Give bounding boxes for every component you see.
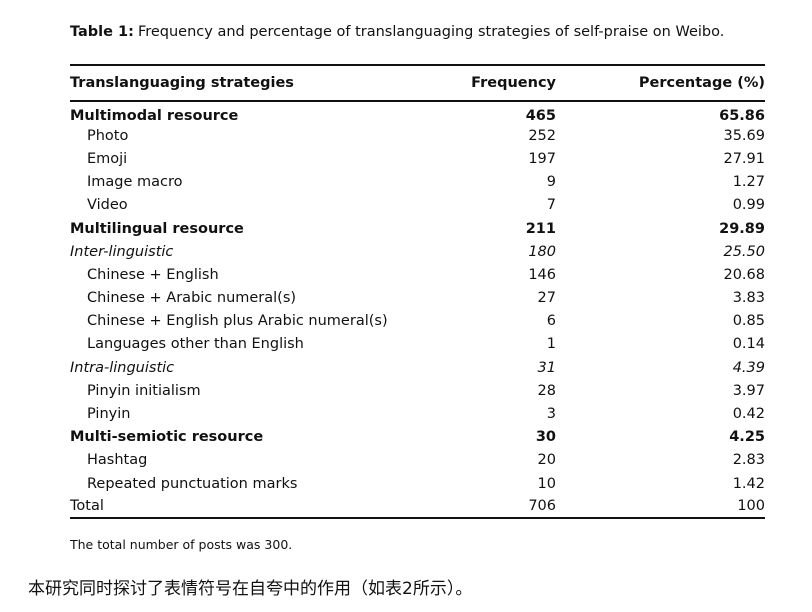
table-row: Image macro 9 1.27 xyxy=(70,171,765,194)
header-cell: Translanguaging strategies xyxy=(70,75,294,91)
percentage-cell: 0.14 xyxy=(732,336,765,353)
table-row: Video 7 0.99 xyxy=(70,194,765,217)
strategy-cell: Pinyin initialism xyxy=(87,382,201,399)
data-table: Translanguaging strategies Frequency Per… xyxy=(70,64,765,519)
percentage-cell: 27.91 xyxy=(723,150,765,167)
frequency-cell: 465 xyxy=(525,108,556,125)
percentage-cell: 35.69 xyxy=(723,127,765,144)
strategy-cell: Multimodal resource xyxy=(70,108,239,125)
table-row: Pinyin 3 0.42 xyxy=(70,402,765,425)
table-row: Inter-linguistic 180 25.50 xyxy=(70,240,765,263)
strategy-cell: Photo xyxy=(87,127,129,144)
frequency-cell: 28 xyxy=(537,382,556,399)
percentage-cell: 0.85 xyxy=(732,313,765,330)
frequency-cell: 252 xyxy=(528,127,556,144)
percentage-cell: 25.50 xyxy=(723,243,765,260)
table-row: Chinese + English plus Arabic numeral(s)… xyxy=(70,310,765,333)
frequency-cell: 9 xyxy=(546,174,556,191)
table-row: Hashtag 20 2.83 xyxy=(70,449,765,472)
table-row: Languages other than English 1 0.14 xyxy=(70,333,765,356)
strategy-cell: Inter-linguistic xyxy=(70,243,174,260)
frequency-cell: 30 xyxy=(535,429,556,446)
percentage-cell: 100 xyxy=(737,498,765,515)
strategy-cell: Multi-semiotic resource xyxy=(70,429,264,446)
table-row: Photo 252 35.69 xyxy=(70,124,765,147)
table-row: Repeated punctuation marks 10 1.42 xyxy=(70,472,765,495)
strategy-cell: Languages other than English xyxy=(87,336,304,353)
percentage-cell: 3.83 xyxy=(732,290,765,307)
percentage-cell: 2.83 xyxy=(732,452,765,469)
table-header: Translanguaging strategies Frequency Per… xyxy=(70,65,765,101)
table-label: Table 1: xyxy=(70,24,134,40)
table-row: Multilingual resource 211 29.89 xyxy=(70,217,765,240)
frequency-cell: 31 xyxy=(537,359,556,376)
table-row: Total 706 100 xyxy=(70,495,765,519)
percentage-cell: 0.99 xyxy=(732,197,765,214)
percentage-cell: 1.27 xyxy=(732,174,765,191)
strategy-cell: Chinese + English plus Arabic numeral(s) xyxy=(87,313,388,330)
percentage-cell: 4.25 xyxy=(729,429,765,446)
strategy-cell: Repeated punctuation marks xyxy=(87,475,298,492)
frequency-cell: 10 xyxy=(537,475,556,492)
percentage-cell: 20.68 xyxy=(723,266,765,283)
strategy-cell: Hashtag xyxy=(87,452,148,469)
table-row: Chinese + Arabic numeral(s) 27 3.83 xyxy=(70,287,765,310)
frequency-cell: 197 xyxy=(528,150,556,167)
table-note: The total number of posts was 300. xyxy=(70,537,293,552)
percentage-cell: 1.42 xyxy=(732,475,765,492)
frequency-cell: 7 xyxy=(546,197,556,214)
table-row: Multi-semiotic resource 30 4.25 xyxy=(70,426,765,449)
percentage-cell: 29.89 xyxy=(719,220,765,237)
header-cell: Frequency xyxy=(471,75,556,91)
strategy-cell: Multilingual resource xyxy=(70,220,244,237)
table-row: Chinese + English 146 20.68 xyxy=(70,263,765,286)
frequency-cell: 211 xyxy=(525,220,556,237)
strategy-cell: Chinese + Arabic numeral(s) xyxy=(87,290,297,307)
table-row: Pinyin initialism 28 3.97 xyxy=(70,379,765,402)
frequency-cell: 1 xyxy=(546,336,556,353)
strategy-cell: Emoji xyxy=(87,150,128,167)
body-text: 本研究同时探讨了表情符号在自夸中的作用（如表2所示）。 xyxy=(28,579,473,599)
strategy-cell: Image macro xyxy=(87,174,183,191)
strategy-cell: Total xyxy=(70,498,104,515)
caption-text: Frequency and percentage of translanguag… xyxy=(137,24,725,40)
table-body: Multimodal resource 465 65.86 Photo 252 35.69… xyxy=(70,101,765,519)
frequency-cell: 6 xyxy=(546,313,556,330)
header-row: Translanguaging strategies Frequency Per… xyxy=(70,65,765,101)
strategy-cell: Intra-linguistic xyxy=(70,359,175,376)
strategy-cell: Video xyxy=(87,197,128,214)
frequency-cell: 180 xyxy=(528,243,556,260)
strategy-cell: Pinyin xyxy=(87,406,131,423)
percentage-cell: 3.97 xyxy=(732,382,765,399)
frequency-cell: 20 xyxy=(537,452,556,469)
frequency-cell: 27 xyxy=(537,290,556,307)
percentage-cell: 0.42 xyxy=(732,406,765,423)
table-row: Intra-linguistic 31 4.39 xyxy=(70,356,765,379)
table-caption: Table 1: Frequency and percentage of tran… xyxy=(70,24,724,40)
frequency-cell: 706 xyxy=(528,498,556,515)
frequency-cell: 3 xyxy=(546,406,556,423)
header-cell: Percentage (%) xyxy=(638,75,765,91)
table-row: Emoji 197 27.91 xyxy=(70,147,765,170)
table-row: Multimodal resource 465 65.86 xyxy=(70,101,765,124)
percentage-cell: 4.39 xyxy=(732,359,765,376)
frequency-cell: 146 xyxy=(528,266,556,283)
percentage-cell: 65.86 xyxy=(719,108,765,125)
strategy-cell: Chinese + English xyxy=(87,266,219,283)
